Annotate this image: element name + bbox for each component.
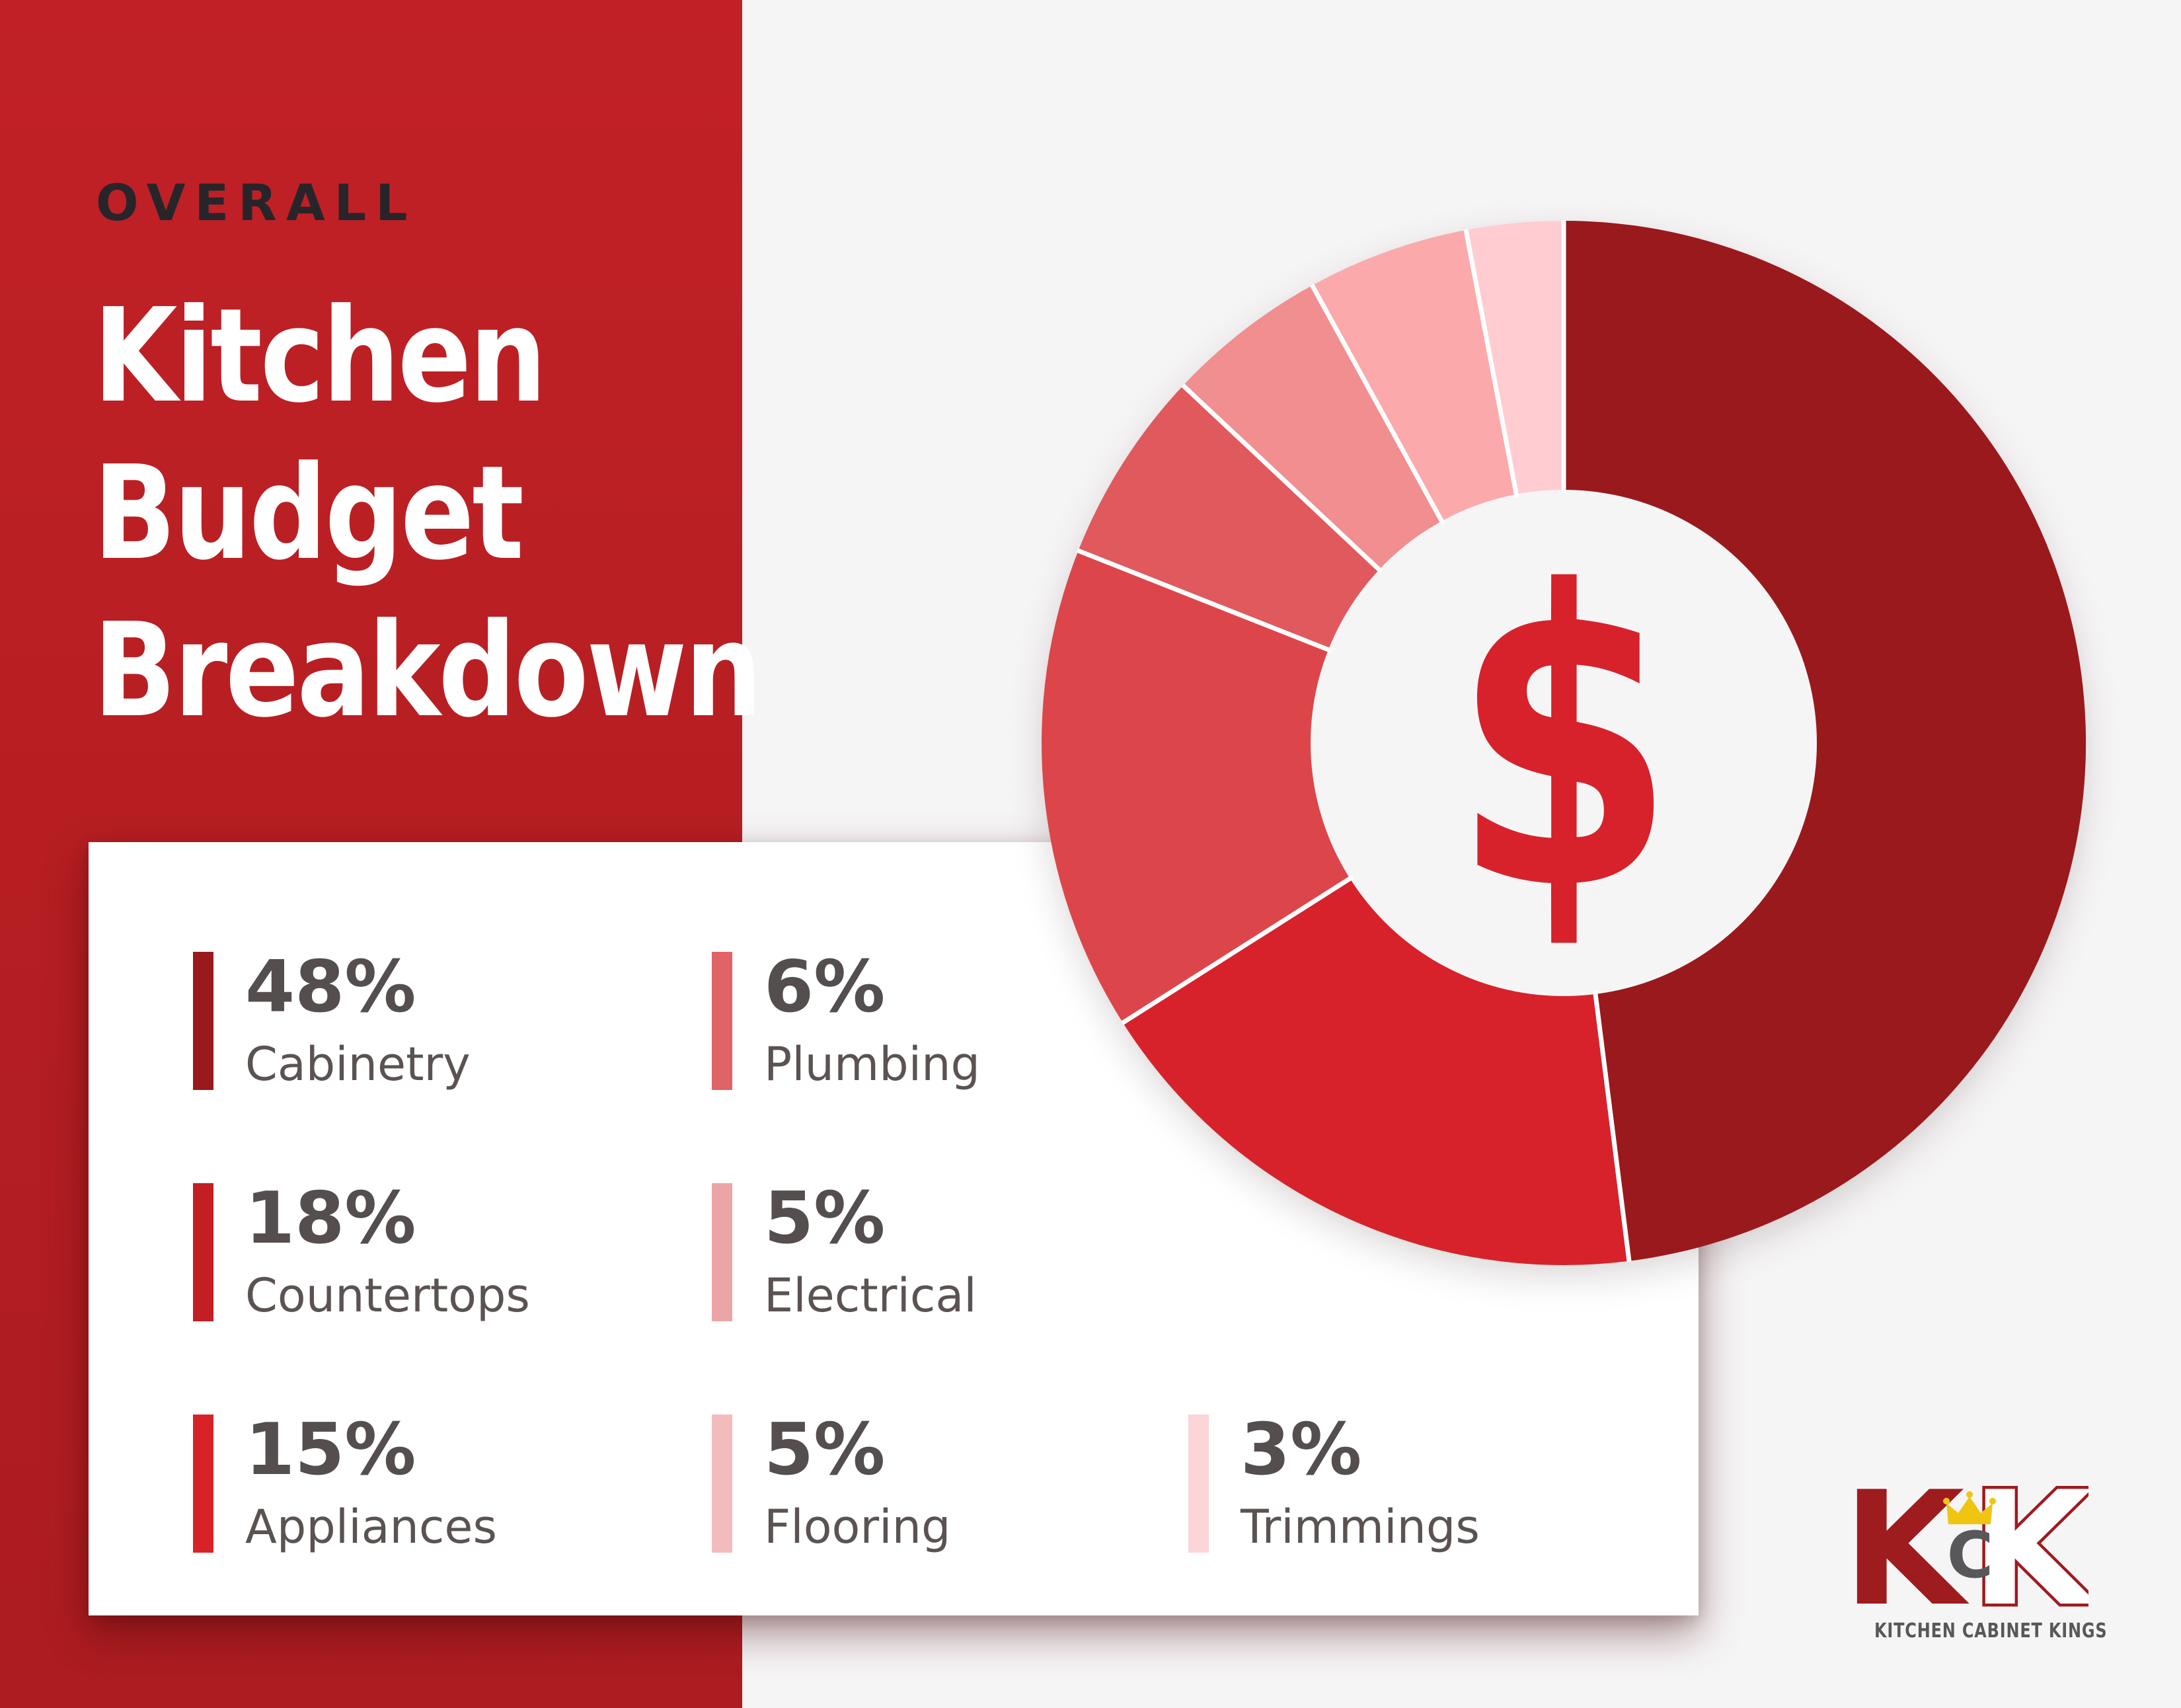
legend-item-appliances: 15% Appliances: [193, 1415, 497, 1553]
logo-wordmark: KITCHEN CABINET KINGS: [1874, 1619, 2108, 1643]
legend-percent: 6%: [764, 946, 886, 1029]
donut-segment-trimmings: [1463, 220, 1566, 496]
crown-jewel: [1943, 1498, 1950, 1504]
crown-icon: [1946, 1496, 1993, 1524]
legend-item-electrical: 5% Electrical: [712, 1183, 977, 1321]
brand-logo: K K C KITCHEN CABINET KINGS: [1843, 1456, 2108, 1645]
legend-swatch: [193, 1183, 213, 1321]
logo-c-center: C: [1947, 1518, 1993, 1592]
legend-swatch: [712, 952, 732, 1090]
donut-segment-electrical: [1181, 284, 1443, 571]
legend-swatch: [712, 1415, 732, 1553]
legend-label: Flooring: [764, 1500, 951, 1554]
donut-segment-flooring: [1310, 229, 1518, 523]
legend-percent: 5%: [764, 1409, 886, 1491]
legend-swatch: [193, 952, 213, 1090]
legend-label: Electrical: [764, 1268, 977, 1323]
legend-label: Trimmings: [1241, 1500, 1480, 1554]
segment-divider: [1181, 383, 1383, 574]
segment-divider: [1309, 284, 1445, 525]
crown-jewel: [1989, 1498, 1996, 1504]
donut-segment-plumbing: [1077, 383, 1381, 651]
legend-item-trimmings: 3% Trimmings: [1188, 1415, 1480, 1553]
legend-item-flooring: 5% Flooring: [712, 1415, 950, 1553]
legend-percent: 5%: [764, 1177, 886, 1260]
legend-percent: 18%: [245, 1177, 416, 1260]
segment-divider: [1077, 548, 1332, 654]
legend-label: Plumbing: [764, 1037, 980, 1091]
title-line-3: Breakdown: [93, 596, 762, 746]
legend-label: Cabinetry: [245, 1037, 471, 1091]
legend-percent: 15%: [245, 1409, 416, 1491]
crown-jewel: [1966, 1491, 1973, 1498]
title-line-1: Kitchen: [93, 281, 547, 432]
legend-swatch: [1188, 1415, 1209, 1553]
legend-item-cabinetry: 48% Cabinetry: [193, 952, 471, 1090]
segment-divider: [1463, 229, 1519, 498]
legend-swatch: [193, 1415, 213, 1553]
legend-item-plumbing: 6% Plumbing: [712, 952, 980, 1090]
legend-label: Countertops: [245, 1268, 530, 1323]
eyebrow: OVERALL: [96, 173, 417, 232]
legend-label: Appliances: [245, 1500, 497, 1554]
legend-percent: 48%: [245, 946, 416, 1029]
page-title: Kitchen Budget Breakdown: [93, 278, 762, 750]
title-line-2: Budget: [93, 438, 524, 589]
logo-mark: K K C: [1843, 1456, 2101, 1645]
legend-swatch: [712, 1183, 732, 1321]
legend-percent: 3%: [1241, 1409, 1362, 1491]
legend-item-countertops: 18% Countertops: [193, 1183, 530, 1321]
